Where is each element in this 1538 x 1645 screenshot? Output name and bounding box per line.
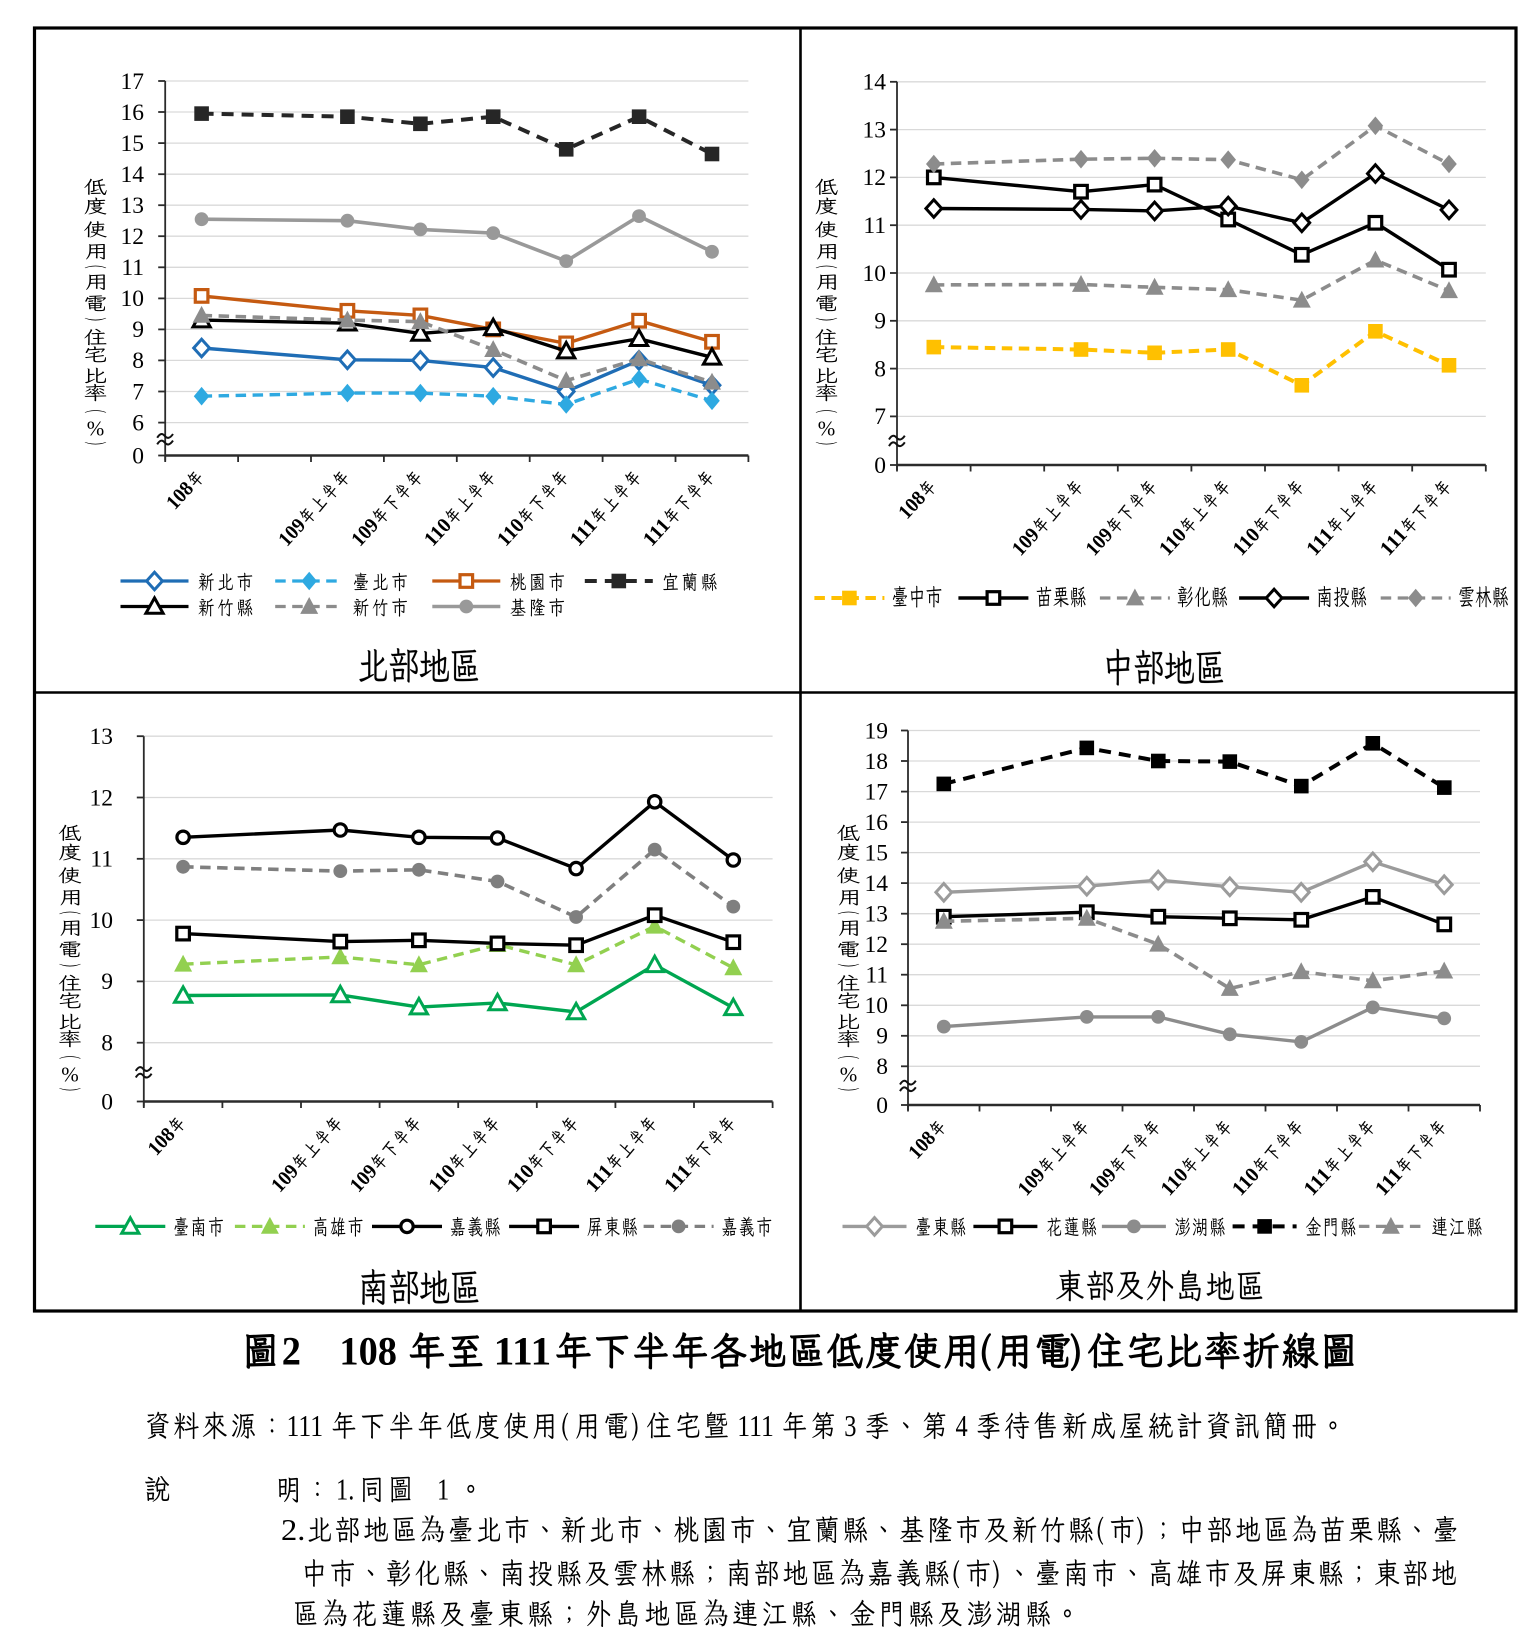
svg-text:2.: 2. [281, 1512, 305, 1547]
svg-text:111: 111 [287, 1408, 324, 1443]
svg-text:13: 13 [865, 901, 889, 927]
svg-text:12: 12 [90, 785, 114, 811]
svg-text:4: 4 [956, 1408, 969, 1443]
svg-text:%: % [818, 416, 836, 440]
svg-text:10: 10 [121, 286, 145, 312]
svg-text:108: 108 [339, 1329, 397, 1374]
svg-text:3: 3 [844, 1408, 856, 1443]
svg-text:0: 0 [874, 453, 886, 479]
svg-text:0: 0 [876, 1093, 888, 1119]
svg-text:10: 10 [863, 261, 887, 287]
svg-text:%: % [840, 1062, 858, 1086]
svg-text:15: 15 [121, 131, 145, 157]
svg-text:9: 9 [874, 309, 886, 335]
svg-text:12: 12 [865, 932, 889, 958]
svg-text:0: 0 [101, 1089, 113, 1115]
svg-text:0: 0 [132, 443, 144, 469]
svg-text:11: 11 [90, 847, 113, 873]
svg-text:18: 18 [865, 749, 889, 775]
svg-text:1: 1 [437, 1472, 449, 1507]
svg-text:13: 13 [121, 193, 145, 219]
svg-text:11: 11 [865, 963, 888, 989]
svg-text:2: 2 [282, 1329, 301, 1374]
svg-text:7: 7 [132, 379, 144, 405]
svg-text:15: 15 [865, 840, 889, 866]
svg-text:10: 10 [90, 908, 114, 934]
svg-text:8: 8 [876, 1054, 888, 1080]
svg-text:12: 12 [121, 224, 145, 250]
svg-text:14: 14 [121, 162, 145, 188]
svg-text:16: 16 [865, 810, 889, 836]
svg-text:6: 6 [132, 410, 144, 436]
svg-text:9: 9 [101, 969, 113, 995]
svg-text:17: 17 [865, 779, 889, 805]
svg-text:8: 8 [132, 348, 144, 374]
svg-text:14: 14 [863, 70, 887, 96]
svg-text:11: 11 [121, 255, 144, 281]
svg-text:7: 7 [874, 404, 886, 430]
svg-text:8: 8 [874, 356, 886, 382]
svg-text:17: 17 [121, 69, 145, 95]
svg-text:14: 14 [865, 871, 889, 897]
svg-text:%: % [87, 416, 105, 440]
svg-text:13: 13 [90, 724, 114, 750]
svg-text:12: 12 [863, 165, 887, 191]
svg-text:1.: 1. [336, 1472, 354, 1507]
svg-text:111: 111 [494, 1329, 552, 1374]
svg-text:9: 9 [132, 317, 144, 343]
svg-text:11: 11 [863, 213, 886, 239]
svg-text:16: 16 [121, 100, 145, 126]
svg-text:8: 8 [101, 1031, 113, 1057]
svg-text:%: % [61, 1062, 79, 1086]
svg-text:9: 9 [876, 1024, 888, 1050]
svg-text:13: 13 [863, 117, 887, 143]
svg-text:111: 111 [737, 1408, 774, 1443]
svg-text:10: 10 [865, 993, 889, 1019]
svg-text:19: 19 [865, 718, 889, 744]
